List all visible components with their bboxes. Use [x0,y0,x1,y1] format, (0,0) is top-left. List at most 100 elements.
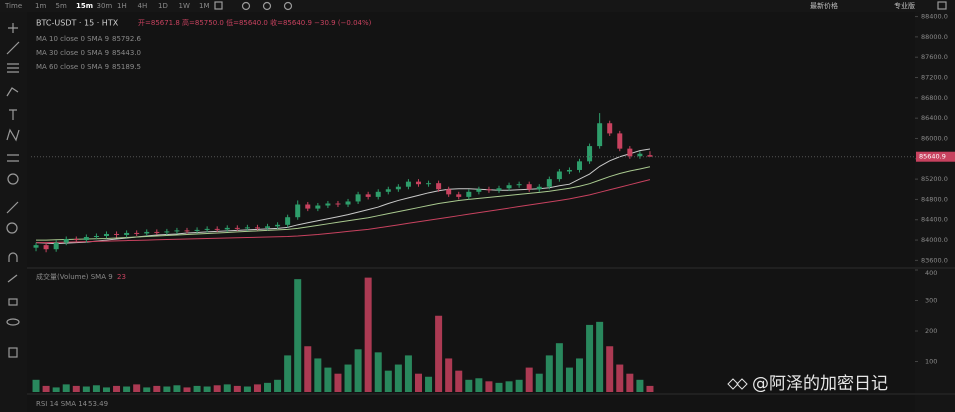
volume-bar [193,385,201,392]
ma-line [36,166,651,241]
volume-bar [253,384,261,392]
y-tick-label: 100 [925,358,937,366]
volume-bar [163,386,171,392]
toolbar [0,0,955,12]
legend-value: 85792.6 [112,35,141,43]
candle-body [345,201,351,205]
candle-body [254,227,260,229]
candle-body [53,242,59,250]
legend-value: 85189.5 [112,63,141,71]
y-tick-label: 200 [925,327,937,335]
candle-body [174,230,180,232]
volume-bar [586,324,594,392]
volume-bar [515,379,523,392]
tool-icons[interactable] [6,23,20,358]
timeframe[interactable]: Time [4,2,22,10]
volume-bar [626,373,634,392]
toolbar-icons[interactable] [214,1,947,11]
volume-bar [62,384,70,392]
timeframe[interactable]: 15m [76,2,93,10]
volume-bar [324,367,332,392]
volume-bar [123,386,131,392]
volume-bar [525,367,533,392]
candle-body [385,189,391,192]
candle-body [103,233,109,236]
pro-mode[interactable]: 专业版 [894,1,915,10]
rsi-value: 53.49 [88,400,108,408]
legend-name: MA 10 close 0 SMA 9 [36,35,109,43]
volume-bar [465,379,473,392]
candle-body [556,171,562,180]
volume-bar [72,385,80,392]
volume-bar [294,279,302,392]
candle-body [214,228,220,230]
y-tick-label: 87600.0 [921,53,948,61]
ohlc-text: 开=85671.8 高=85750.0 低=85640.0 收=85640.9 … [138,18,372,27]
timeframe[interactable]: 1D [158,2,168,10]
candle-body [224,227,230,230]
candle-body [597,123,603,147]
timeframe[interactable]: 30m [97,2,113,10]
timeframe[interactable]: 1m [35,2,46,10]
y-tick-label: 88000.0 [921,33,948,41]
candle-body [627,148,633,157]
y-tick-label: 87200.0 [921,74,948,82]
volume-bar [354,349,362,392]
volume-bar [32,379,40,392]
volume-bar [535,373,543,392]
volume-bar [414,373,422,392]
volume-bar [203,386,211,392]
candle-body [194,229,200,231]
volume-bar [82,386,90,392]
candle-body [295,204,301,218]
volume-bar [636,379,644,392]
candle-body [355,194,361,202]
candle-body [426,183,432,185]
candle-body [204,228,210,230]
candle-body [607,123,613,134]
volume-bar [102,387,110,392]
timeframe[interactable]: 5m [56,2,67,10]
volume-bar [394,364,402,392]
candle-body [33,245,39,248]
candle-body [446,189,452,195]
candle-body [244,227,250,229]
candle-body [536,186,542,190]
candle-body [456,194,462,197]
timeframe[interactable]: 1M [199,2,210,10]
candle-body [466,191,472,197]
timeframe[interactable]: 4H [138,2,148,10]
candle-body [184,230,190,232]
candle-body [134,232,140,234]
y-tick-label: 85200.0 [921,175,948,183]
volume-bar [596,321,604,392]
volume-bar [264,382,272,392]
volume-legend-value: 23 [117,273,126,281]
y-tick-label: 84800.0 [921,195,948,203]
last-price-tag: 85640.9 [919,153,946,161]
timeframe[interactable]: 1W [179,2,190,10]
candle-body [315,205,321,209]
last-price-tag-bg [916,151,955,162]
candle-body [305,204,311,209]
volume-bar [173,385,181,392]
volume-bar [314,358,322,392]
watermark: @阿泽的加密日记 [752,374,888,394]
volume-bar [183,387,191,392]
volume-bar [445,358,453,392]
candle-body [265,226,271,228]
price-mode[interactable]: 最新价格 [810,1,838,10]
timeframe[interactable]: 1H [117,2,127,10]
volume-bar [92,385,100,392]
candle-body [647,155,653,157]
candle-body [395,186,401,190]
candle-body [285,217,291,225]
volume-bar [646,385,654,392]
ma-line [36,179,651,244]
volume-bar [565,367,573,392]
candle-body [405,181,411,187]
y-tick-label: 88400.0 [921,13,948,21]
watermark-logo [727,378,748,390]
volume-bar [223,384,231,392]
